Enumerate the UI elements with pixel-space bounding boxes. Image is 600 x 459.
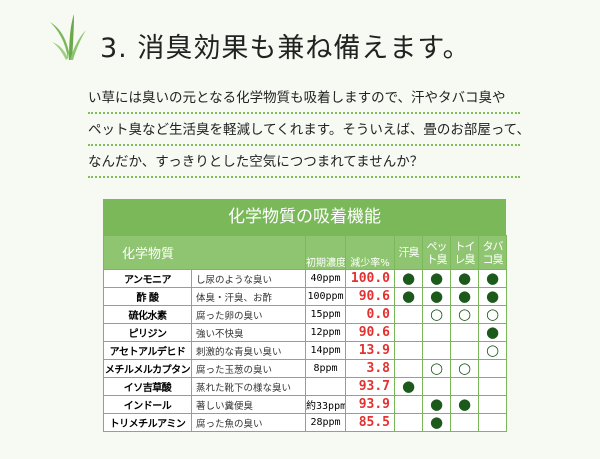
grass-icon — [50, 14, 86, 60]
cell — [422, 323, 452, 342]
cell — [394, 359, 424, 378]
table-row: インドール 著しい糞便臭 約33ppm 93.9 ● ● — [103, 395, 508, 414]
column-header: ペット臭 — [422, 235, 452, 270]
cell: 酢 酸 — [103, 287, 192, 306]
cell — [478, 395, 508, 414]
cell: ● — [394, 287, 424, 306]
table-row: メチルメルカプタン 腐った玉葱の臭い 8ppm 3.8 ○ ○ — [103, 359, 508, 378]
cell — [305, 377, 347, 396]
cell — [422, 341, 452, 360]
cell: 85.5 — [345, 413, 396, 432]
column-header: 汗臭 — [394, 235, 424, 270]
cell — [394, 341, 424, 360]
column-header: トイレ臭 — [450, 235, 480, 270]
cell: 腐った玉葱の臭い — [190, 359, 307, 378]
intro-line: なんだか、すっきりとした空気につつまれてませんか？ — [88, 150, 520, 178]
cell: ● — [422, 395, 452, 414]
table-row: ピリジン 強い不快臭 12ppm 90.6 ● — [103, 323, 508, 342]
cell: 13.9 — [345, 341, 396, 360]
cell: 100ppm — [305, 287, 347, 306]
cell — [478, 359, 508, 378]
cell: アンモニア — [103, 269, 192, 288]
table-row: トリメチルアミン 腐った魚の臭い 28ppm 85.5 ● — [103, 413, 508, 432]
cell: ピリジン — [103, 323, 192, 342]
cell: アセトアルデヒド — [103, 341, 192, 360]
cell: 蒸れた靴下の様な臭い — [190, 377, 307, 396]
column-header: タバコ臭 — [478, 235, 508, 270]
cell: ● — [422, 269, 452, 288]
cell: ○ — [478, 305, 508, 324]
cell: 90.6 — [345, 323, 396, 342]
cell — [394, 413, 424, 432]
table-row: 酢 酸体臭・汗臭、お酢 100ppm 90.6 ● ● ● ● — [103, 287, 508, 306]
cell: ○ — [478, 341, 508, 360]
cell: 約33ppm — [305, 395, 347, 414]
table-row: アンモニア し尿のような臭い 40ppm 100.0 ● ● ● ● — [103, 269, 508, 288]
cell: 腐った魚の臭い — [190, 413, 307, 432]
table-title: 化学物質の吸着機能 — [103, 199, 506, 235]
table-row: アセトアルデヒド 刺激的な青臭い臭い 14ppm 13.9 ○ — [103, 341, 508, 360]
cell: 93.9 — [345, 395, 396, 414]
cell: 体臭・汗臭、お酢 — [190, 287, 307, 306]
cell: 93.7 — [345, 377, 396, 396]
cell: 硫化水素 — [103, 305, 192, 324]
cell: トリメチルアミン — [103, 413, 192, 432]
cell: ● — [450, 287, 480, 306]
cell: 8ppm — [305, 359, 347, 378]
cell — [450, 413, 480, 432]
cell — [478, 413, 508, 432]
cell — [450, 377, 480, 396]
grid: 化学物質 初期濃度 減少率% 汗臭 ペット臭 トイレ臭 タバコ臭 アンモニア し尿のような臭い… — [102, 235, 508, 432]
cell: 14ppm — [305, 341, 347, 360]
cell — [450, 323, 480, 342]
cell — [450, 341, 480, 360]
cell: ● — [422, 287, 452, 306]
cell: ● — [478, 269, 508, 288]
cell: ● — [394, 377, 424, 396]
cell: ● — [450, 395, 480, 414]
cell: イソ吉草酸 — [103, 377, 192, 396]
column-header: 減少率% — [345, 235, 396, 270]
cell: 28ppm — [305, 413, 347, 432]
cell — [422, 377, 452, 396]
intro-line: い草には臭いの元となる化学物質も吸着しますので、汗やタバコ臭や — [88, 86, 520, 114]
cell: し尿のような臭い — [190, 269, 307, 288]
cell: 著しい糞便臭 — [190, 395, 307, 414]
header-row: 化学物質 初期濃度 減少率% 汗臭 ペット臭 トイレ臭 タバコ臭 — [102, 235, 508, 270]
cell: 100.0 — [345, 269, 396, 288]
cell: ● — [478, 287, 508, 306]
table: 化学物質の吸着機能 化学物質 初期濃度 減少率% 汗臭 ペット臭 トイレ臭 タバコ臭 アンモ… — [102, 199, 508, 432]
cell — [394, 395, 424, 414]
cell: 3.8 — [345, 359, 396, 378]
cell: ● — [478, 323, 508, 342]
cell: ● — [450, 269, 480, 288]
column-header: 化学物質 — [102, 235, 307, 270]
title: 3. 消臭効果も兼ね備えます。 — [100, 33, 471, 64]
cell: 0.0 — [345, 305, 396, 324]
cell: 90.6 — [345, 287, 396, 306]
column-header: 初期濃度 — [305, 235, 347, 270]
cell: 強い不快臭 — [190, 323, 307, 342]
intro-line: ペット臭など生活臭を軽減してくれます。そういえば、畳のお部屋って、 — [88, 118, 530, 146]
table-row: イソ吉草酸 蒸れた靴下の様な臭い 93.7 ● — [103, 377, 508, 396]
cell: 40ppm — [305, 269, 347, 288]
cell: ● — [422, 413, 452, 432]
cell: 刺激的な青臭い臭い — [190, 341, 307, 360]
cell — [394, 305, 424, 324]
cell: 腐った卵の臭い — [190, 305, 307, 324]
cell — [478, 377, 508, 396]
cell: 15ppm — [305, 305, 347, 324]
table-row: 硫化水素 腐った卵の臭い 15ppm 0.0 ○ ○ ○ — [103, 305, 508, 324]
cell: ○ — [450, 359, 480, 378]
cell: ● — [394, 269, 424, 288]
cell: メチルメルカプタン — [103, 359, 192, 378]
cell: インドール — [103, 395, 192, 414]
cell: ○ — [422, 359, 452, 378]
cell: 12ppm — [305, 323, 347, 342]
cell: ○ — [450, 305, 480, 324]
cell: ○ — [422, 305, 452, 324]
cell — [394, 323, 424, 342]
